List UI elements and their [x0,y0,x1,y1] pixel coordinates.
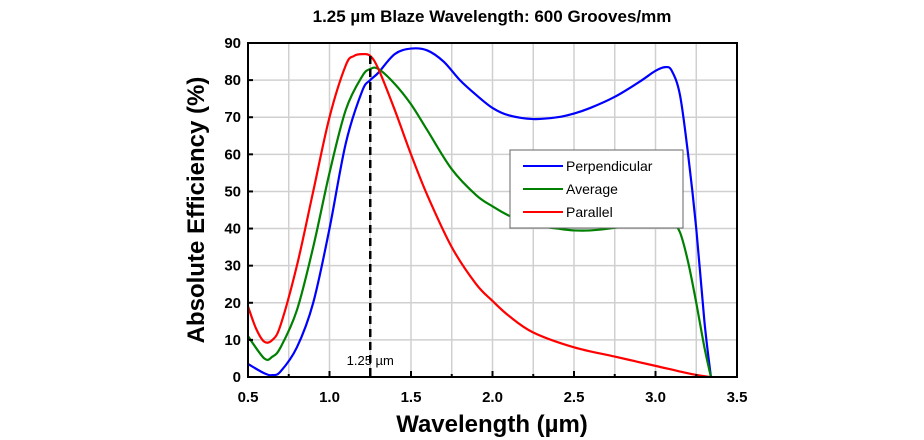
legend: Perpendicular Average Parallel [509,149,684,229]
blaze-marker-label: 1.25 µm [347,353,394,368]
x-tick-label: 2.0 [482,389,503,406]
y-tick-label: 10 [224,332,241,349]
legend-label-perpendicular: Perpendicular [566,158,653,174]
ticks: 0 10 20 30 40 50 60 70 80 90 0.5 1.0 1.5 2.0 2.5 3.0 3.5 [224,35,747,406]
y-axis-label: Absolute Efficiency (%) [183,77,210,344]
y-tick-label: 30 [224,258,241,275]
y-tick-label: 70 [224,109,241,126]
x-tick-label: 2.5 [564,389,585,406]
chart-title: 1.25 µm Blaze Wavelength: 600 Grooves/mm [313,7,672,26]
x-tick-label: 1.5 [401,389,422,406]
x-tick-label: 1.0 [319,389,340,406]
x-tick-label: 0.5 [238,389,259,406]
series-line-parallel [246,52,710,379]
series-line-perpendicular [247,47,713,378]
x-axis-label: Wavelength (µm) [396,411,588,438]
y-tick-label: 0 [233,369,241,386]
y-tick-label: 90 [224,35,241,52]
y-tick-label: 50 [224,183,241,200]
y-tick-label: 20 [224,295,241,312]
y-tick-label: 60 [224,146,241,163]
y-tick-label: 80 [224,72,241,89]
legend-label-parallel: Parallel [566,204,613,220]
x-tick-label: 3.5 [727,389,748,406]
legend-label-average: Average [566,181,618,197]
x-tick-label: 3.0 [645,389,666,406]
y-tick-label: 40 [224,221,241,238]
